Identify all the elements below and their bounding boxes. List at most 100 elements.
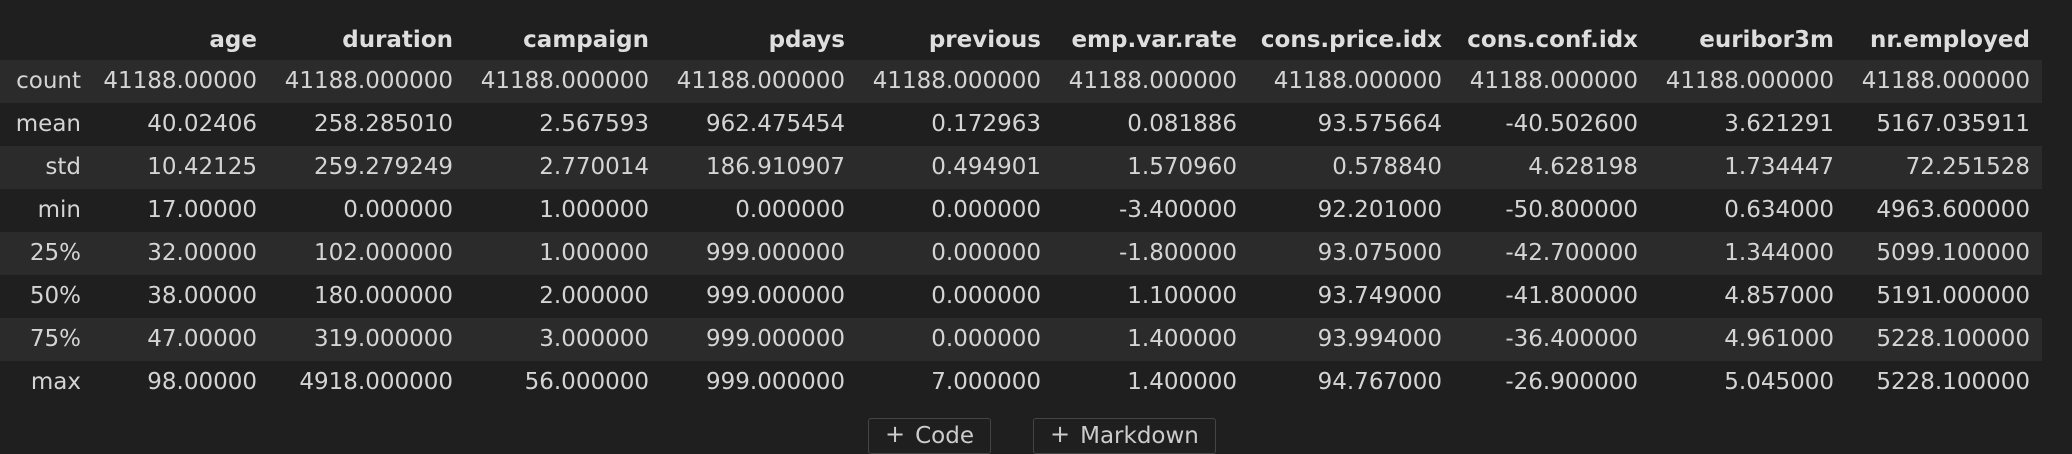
table-cell: 0.172963	[931, 111, 1041, 137]
table-cell: 41188.000000	[1469, 68, 1638, 94]
column-header: age	[209, 27, 257, 53]
add-cell-toolbar: + Code + Markdown	[868, 418, 1216, 454]
table-cell: 72.251528	[1905, 154, 2030, 180]
table-cell: 4.961000	[1724, 326, 1834, 352]
table-cell: 40.02406	[147, 111, 257, 137]
table-cell: 41188.000000	[1861, 68, 2030, 94]
column-header: previous	[928, 27, 1041, 53]
table-cell: 5167.035911	[1876, 111, 2030, 137]
table-row: min 17.00000 0.000000 1.000000 0.000000 0.000…	[0, 189, 2042, 232]
row-index-label: max	[30, 369, 81, 395]
table-cell: 0.000000	[931, 240, 1041, 266]
table-cell: 41188.000000	[1273, 68, 1442, 94]
add-code-cell-button[interactable]: + Code	[868, 418, 991, 454]
table-cell: 999.000000	[705, 283, 845, 309]
table-cell: -50.800000	[1505, 197, 1638, 223]
table-cell: 259.279249	[313, 154, 453, 180]
column-header: cons.price.idx	[1260, 27, 1442, 53]
row-index-label: 50%	[29, 283, 81, 309]
table-cell: 0.000000	[931, 283, 1041, 309]
table-cell: 4918.000000	[299, 369, 453, 395]
row-index-label: min	[37, 197, 81, 223]
table-cell: 2.770014	[539, 154, 649, 180]
table-cell: 41188.000000	[676, 68, 845, 94]
markdown-label: Markdown	[1080, 423, 1199, 449]
column-header: pdays	[768, 27, 845, 53]
table-cell: 93.749000	[1317, 283, 1442, 309]
table-cell: -3.400000	[1118, 197, 1237, 223]
table-cell: 258.285010	[313, 111, 453, 137]
table-cell: 56.000000	[524, 369, 649, 395]
table-body: count 41188.00000 41188.000000 41188.000000…	[0, 60, 2042, 404]
plus-icon: +	[885, 420, 906, 448]
table-cell: 41188.000000	[284, 68, 453, 94]
table-cell: 7.000000	[931, 369, 1041, 395]
table-cell: 41188.000000	[1665, 68, 1834, 94]
table-cell: 1.734447	[1724, 154, 1834, 180]
table-cell: 47.00000	[147, 326, 257, 352]
header-row: age duration campaign pdays previous emp.var.…	[0, 18, 2042, 60]
table-row: count 41188.00000 41188.000000 41188.000000…	[0, 60, 2042, 103]
row-index-label: std	[45, 154, 81, 180]
notebook-cell-output: age duration campaign pdays previous emp.var.…	[0, 18, 2042, 454]
table-cell: 1.400000	[1127, 369, 1237, 395]
table-cell: 98.00000	[147, 369, 257, 395]
table-cell: 5191.000000	[1876, 283, 2030, 309]
table-cell: 5099.100000	[1876, 240, 2030, 266]
table-cell: 3.621291	[1724, 111, 1834, 137]
table-row: 25% 32.00000 102.000000 1.000000 999.000000 0…	[0, 232, 2042, 275]
table-cell: 2.567593	[539, 111, 649, 137]
table-cell: 1.400000	[1127, 326, 1237, 352]
table-cell: 319.000000	[313, 326, 453, 352]
code-label: Code	[915, 423, 974, 449]
table-cell: 1.344000	[1724, 240, 1834, 266]
column-header: emp.var.rate	[1071, 27, 1237, 53]
row-index-label: mean	[15, 111, 81, 137]
row-index-label: count	[16, 68, 81, 94]
table-cell: 962.475454	[705, 111, 845, 137]
table-header: age duration campaign pdays previous emp.var.…	[0, 18, 2042, 60]
table-cell: 1.100000	[1127, 283, 1237, 309]
column-header: campaign	[523, 27, 649, 53]
column-header: euribor3m	[1699, 27, 1834, 53]
table-cell: 41188.00000	[103, 68, 257, 94]
table-cell: -42.700000	[1505, 240, 1638, 266]
table-cell: 94.767000	[1317, 369, 1442, 395]
table-cell: -41.800000	[1505, 283, 1638, 309]
table-cell: 93.575664	[1317, 111, 1442, 137]
table-row: 75% 47.00000 319.000000 3.000000 999.000000 0…	[0, 318, 2042, 361]
table-cell: 1.000000	[539, 240, 649, 266]
row-index-label: 25%	[29, 240, 81, 266]
table-cell: 4.628198	[1528, 154, 1638, 180]
table-cell: 32.00000	[147, 240, 257, 266]
table-cell: 0.000000	[343, 197, 453, 223]
table-cell: 0.000000	[735, 197, 845, 223]
table-cell: -1.800000	[1118, 240, 1237, 266]
table-cell: 38.00000	[147, 283, 257, 309]
table-cell: 186.910907	[705, 154, 845, 180]
table-row: mean 40.02406 258.285010 2.567593 962.475454…	[0, 103, 2042, 146]
table-cell: 4963.600000	[1876, 197, 2030, 223]
table-cell: 0.634000	[1724, 197, 1834, 223]
table-cell: 0.000000	[931, 197, 1041, 223]
table-cell: 999.000000	[705, 326, 845, 352]
table-cell: 93.075000	[1317, 240, 1442, 266]
index-header	[0, 18, 93, 60]
table-cell: 41188.000000	[872, 68, 1041, 94]
describe-dataframe-table: age duration campaign pdays previous emp.var.…	[0, 18, 2042, 404]
table-cell: 5.045000	[1724, 369, 1834, 395]
row-index-label: 75%	[29, 326, 81, 352]
table-cell: 4.857000	[1724, 283, 1834, 309]
table-cell: 999.000000	[705, 369, 845, 395]
add-markdown-cell-button[interactable]: + Markdown	[1033, 418, 1216, 454]
table-cell: -36.400000	[1505, 326, 1638, 352]
table-cell: 5228.100000	[1876, 326, 2030, 352]
column-header: duration	[342, 27, 453, 53]
table-row: std 10.42125 259.279249 2.770014 186.910907 0…	[0, 146, 2042, 189]
table-cell: 102.000000	[313, 240, 453, 266]
table-cell: 2.000000	[539, 283, 649, 309]
table-cell: 3.000000	[539, 326, 649, 352]
table-cell: 93.994000	[1317, 326, 1442, 352]
table-cell: -40.502600	[1505, 111, 1638, 137]
table-cell: -26.900000	[1505, 369, 1638, 395]
